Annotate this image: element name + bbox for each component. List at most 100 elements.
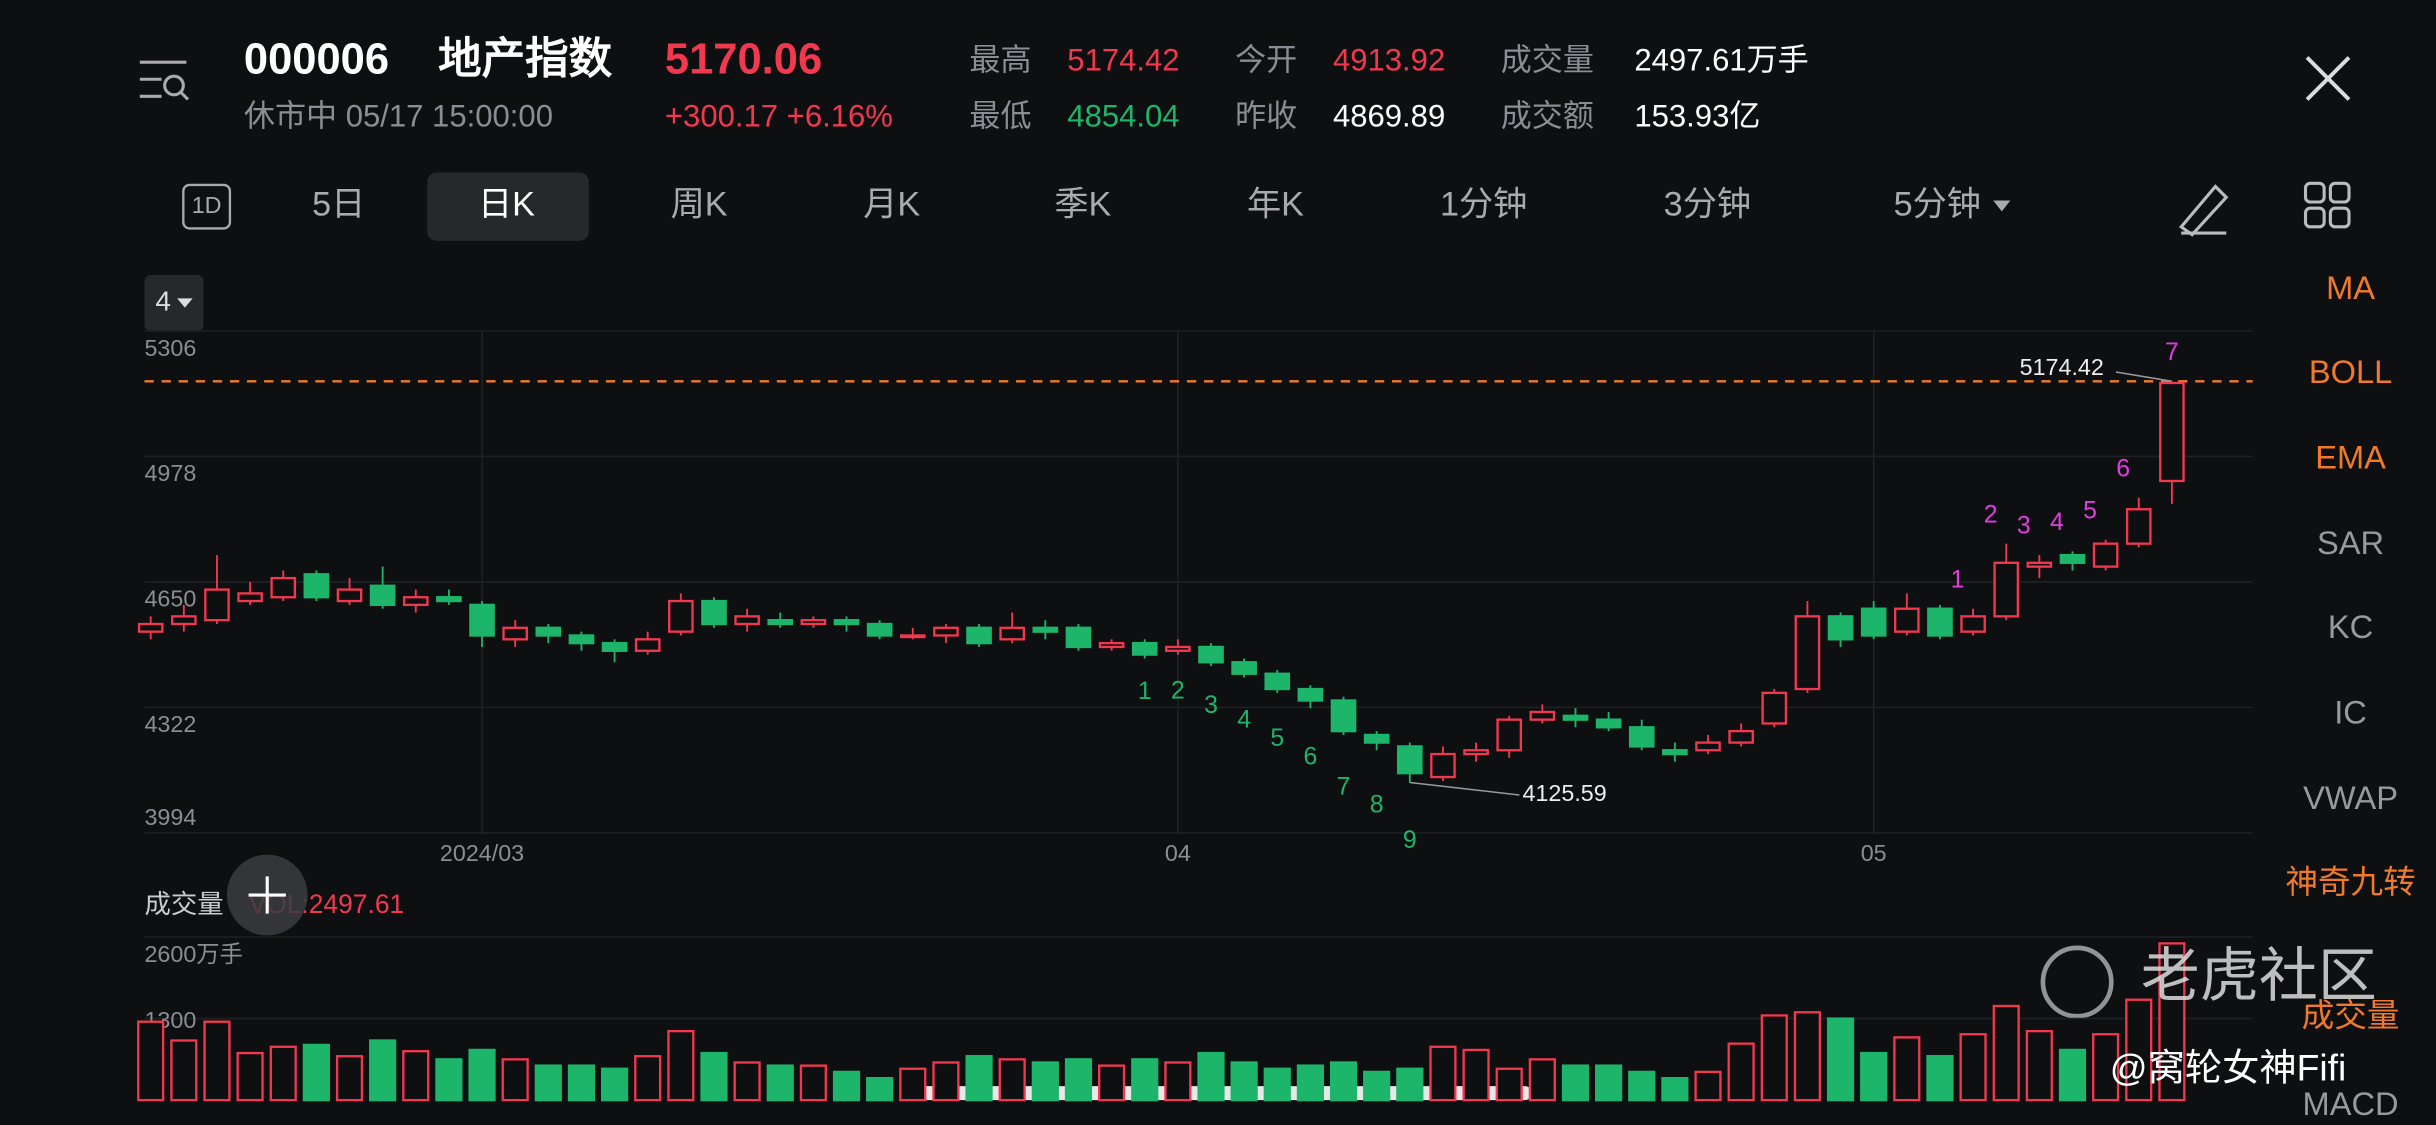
volume-bar xyxy=(634,1055,662,1102)
candle-body xyxy=(999,626,1026,641)
stat-label: 昨收 xyxy=(1235,98,1297,133)
volume-bar xyxy=(600,1067,629,1102)
candle-body xyxy=(1728,729,1754,744)
dropdown-arrow xyxy=(177,298,193,308)
candle-body xyxy=(1198,645,1224,664)
indicator[interactable]: VWAP xyxy=(2303,779,2398,816)
candle-body xyxy=(1761,691,1788,725)
candle-body xyxy=(1330,699,1357,733)
tab[interactable]: 月K xyxy=(863,186,920,224)
volume-bar xyxy=(1230,1061,1258,1102)
stat-value: 2497.61万手 xyxy=(1634,42,1808,77)
tab[interactable]: 日K xyxy=(478,186,535,224)
td-count-down: 3 xyxy=(1204,692,1218,719)
volume-bar xyxy=(1860,1051,1888,1102)
volume-bar xyxy=(866,1077,894,1102)
candle-body xyxy=(1264,672,1291,691)
indicator[interactable]: 成交量 xyxy=(2302,996,2400,1033)
high-leader xyxy=(2115,371,2173,383)
volume-bar xyxy=(998,1058,1026,1102)
candle-body xyxy=(535,626,562,637)
volume-bar xyxy=(402,1050,430,1102)
volume-bar xyxy=(435,1058,463,1102)
td-count-down: 8 xyxy=(1370,792,1384,819)
candle-body xyxy=(1860,607,1887,637)
td-count-down: 5 xyxy=(1270,725,1284,752)
td-count-up: 2 xyxy=(1984,501,1998,528)
volume-bar xyxy=(1097,1064,1126,1102)
x-tick-label: 04 xyxy=(1165,840,1191,866)
tab[interactable]: 周K xyxy=(671,186,728,224)
candle-body xyxy=(137,622,164,633)
candle-body xyxy=(800,619,827,626)
tab[interactable]: 季K xyxy=(1054,186,1111,224)
indicator[interactable]: EMA xyxy=(2315,439,2386,476)
volume-bar xyxy=(1263,1067,1291,1102)
candle-body xyxy=(601,641,628,652)
td-count-up: 1 xyxy=(1951,566,1965,593)
indicator[interactable]: KC xyxy=(2328,608,2373,645)
volume-bar xyxy=(203,1020,231,1102)
volume-bar xyxy=(1727,1042,1755,1102)
candle-body xyxy=(668,599,694,633)
candle-body xyxy=(1794,615,1821,691)
candle-body xyxy=(1960,615,1986,633)
tab[interactable]: 3分钟 xyxy=(1664,186,1751,224)
td-count-up: 5 xyxy=(2083,497,2097,524)
stat-label: 最低 xyxy=(969,98,1031,133)
tab[interactable]: 年K xyxy=(1247,186,1304,224)
indicator[interactable]: SAR xyxy=(2317,524,2384,561)
candle-body xyxy=(1165,645,1191,652)
candle-body xyxy=(701,599,727,626)
candle-body xyxy=(1098,641,1125,649)
low-label: 4125.59 xyxy=(1523,780,1607,806)
period-selector[interactable]: 4 xyxy=(155,285,171,316)
volume-bar xyxy=(1992,1004,2020,1102)
grid-icon[interactable] xyxy=(2303,181,2351,229)
volume-bar xyxy=(832,1070,861,1102)
period-selector-bg[interactable] xyxy=(144,275,204,331)
tab[interactable]: 5分钟 xyxy=(1894,186,1981,224)
candle-body xyxy=(1562,714,1589,721)
candle-body xyxy=(734,615,760,626)
candle-body xyxy=(1496,718,1523,752)
indicator[interactable]: MACD xyxy=(2303,1085,2399,1122)
x-tick-label: 05 xyxy=(1861,840,1887,866)
pencil-icon[interactable] xyxy=(2178,184,2229,237)
volume-bar xyxy=(534,1064,562,1102)
candle-body xyxy=(336,588,363,603)
candle-body xyxy=(767,619,794,626)
tab-box xyxy=(182,183,232,230)
volume-bar xyxy=(2058,1048,2087,1102)
tab[interactable]: 1D xyxy=(192,192,222,218)
close-button[interactable] xyxy=(2305,56,2351,101)
indicator[interactable]: BOLL xyxy=(2309,353,2392,390)
candle-body xyxy=(966,626,992,645)
volume-bar xyxy=(1893,1036,1921,1102)
volume-bar xyxy=(1793,1011,1822,1102)
candle-body xyxy=(866,622,893,637)
volume-bar xyxy=(1495,1067,1523,1102)
tab[interactable]: 5日 xyxy=(312,186,365,224)
candle-body xyxy=(1927,607,1953,637)
volume-bar xyxy=(1926,1055,1954,1102)
volume-bar xyxy=(899,1067,927,1102)
candle-body xyxy=(1131,641,1158,656)
volume-bar xyxy=(1429,1045,1457,1102)
candle-body xyxy=(1993,561,2020,618)
menu-icon[interactable] xyxy=(139,60,190,101)
indicator[interactable]: 神奇九转 xyxy=(2285,863,2415,900)
candle-body xyxy=(1231,661,1257,675)
volume-bar xyxy=(766,1064,794,1102)
stat-label: 今开 xyxy=(1235,42,1297,77)
tab[interactable]: 1分钟 xyxy=(1440,186,1527,224)
candle-body xyxy=(568,634,595,645)
volume-title: 成交量 xyxy=(144,889,223,919)
candle-body xyxy=(1662,749,1688,756)
volume-bar xyxy=(1396,1067,1424,1102)
indicator[interactable]: MA xyxy=(2326,269,2375,306)
td-count-down: 1 xyxy=(1138,678,1152,705)
indicator[interactable]: IC xyxy=(2334,693,2367,730)
high-label: 5174.42 xyxy=(2020,354,2104,380)
